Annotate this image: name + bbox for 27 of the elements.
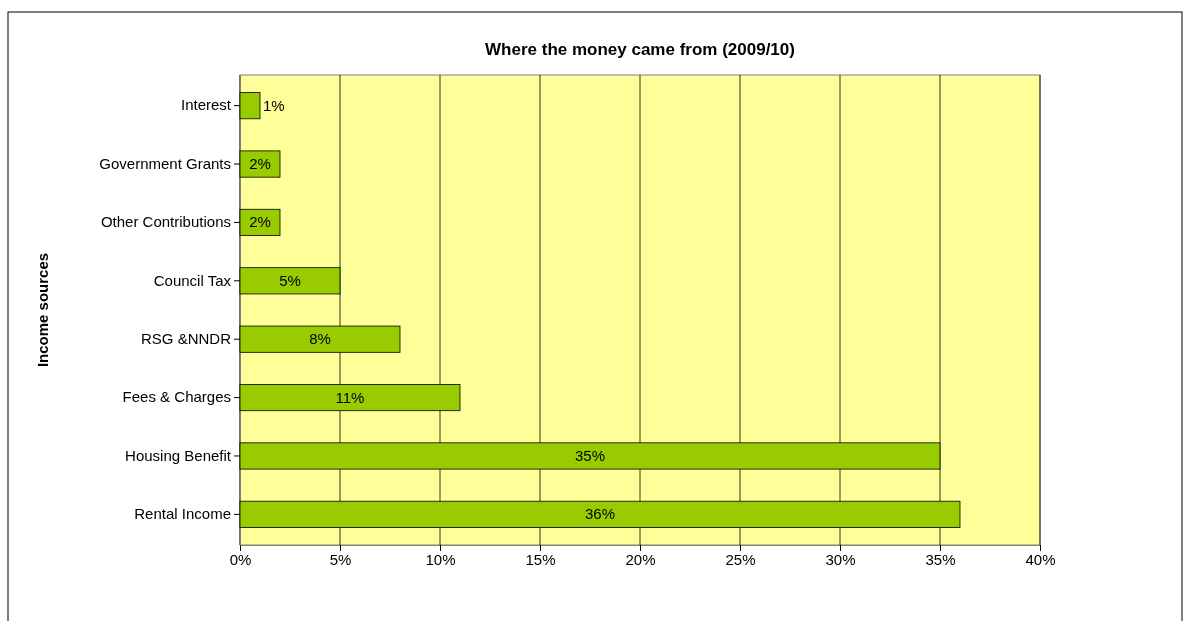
- x-tick-label: 0%: [229, 550, 252, 568]
- x-tick-label: 15%: [525, 550, 556, 568]
- x-tick-label: 35%: [925, 550, 956, 568]
- data-label: 35%: [574, 446, 606, 464]
- x-tick-label: 25%: [725, 550, 756, 568]
- y-tick-label: Council Tax: [153, 271, 232, 289]
- x-tick-label: 20%: [625, 550, 656, 568]
- y-tick-label: Rental Income: [134, 505, 231, 523]
- chart-title: Where the money came from (2009/10): [485, 40, 795, 59]
- data-label: 2%: [249, 213, 271, 231]
- x-tick-label: 40%: [1025, 550, 1056, 568]
- data-label: 36%: [584, 505, 616, 523]
- x-tick-label: 30%: [825, 550, 856, 568]
- y-tick-label: Other Contributions: [100, 213, 231, 231]
- data-label: 11%: [335, 388, 365, 406]
- y-tick-label: RSG &NNDR: [140, 329, 232, 347]
- y-tick-label: Interest: [180, 96, 232, 114]
- y-axis-title: Income sources: [34, 252, 51, 368]
- y-tick-label: Government Grants: [99, 154, 231, 172]
- data-label: 1%: [263, 96, 285, 114]
- data-label: 5%: [279, 271, 301, 289]
- data-label: 8%: [309, 330, 331, 348]
- y-tick-label: Housing Benefit: [125, 446, 232, 464]
- data-label: 2%: [249, 155, 271, 173]
- x-tick-label: 10%: [425, 550, 456, 568]
- y-tick-label: Fees & Charges: [122, 388, 231, 406]
- x-tick-label: 5%: [329, 550, 352, 568]
